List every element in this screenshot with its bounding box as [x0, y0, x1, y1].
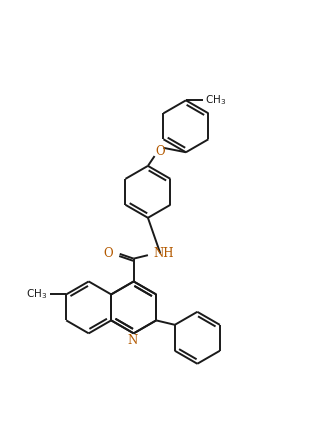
Text: O: O [104, 247, 114, 260]
Text: N: N [127, 334, 137, 347]
Text: CH$_3$: CH$_3$ [26, 287, 47, 301]
Text: O: O [156, 145, 165, 158]
Text: CH$_3$: CH$_3$ [205, 93, 226, 107]
Text: NH: NH [153, 247, 174, 261]
